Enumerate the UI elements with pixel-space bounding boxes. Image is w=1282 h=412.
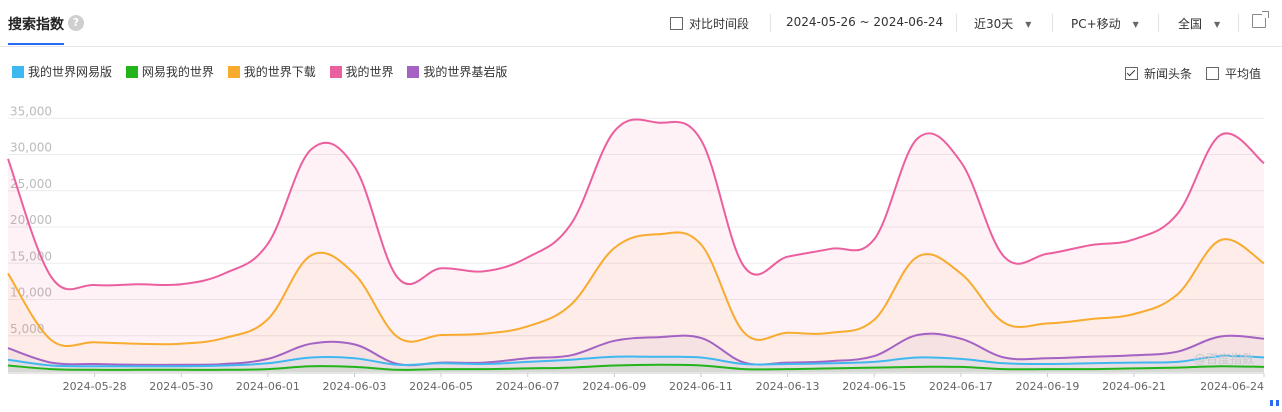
device-select[interactable]: PC+移动 ▼ — [1071, 15, 1139, 32]
external-link-icon[interactable] — [1252, 11, 1269, 28]
search-index-chart[interactable]: 5,00010,00015,00020,00025,00030,00035,00… — [0, 90, 1282, 412]
legend-item-series-0[interactable]: 我的世界网易版 — [12, 63, 112, 80]
legend-label: 网易我的世界 — [141, 65, 214, 79]
series-line-4 — [7, 332, 1265, 367]
x-tick-label: 2024-06-19 — [1015, 380, 1079, 393]
news-label: 新闻头条 — [1144, 67, 1193, 81]
x-tick-label: 2024-05-30 — [149, 380, 213, 393]
divider — [1238, 14, 1239, 32]
chart-legend: 我的世界网易版 网易我的世界 我的世界下载 我的世界 我的世界基岩版 — [12, 63, 517, 80]
divider — [956, 14, 957, 32]
y-tick-label: 25,000 — [10, 177, 52, 191]
legend-swatch — [12, 66, 24, 78]
region-select-label: 全国 — [1178, 17, 1203, 31]
chevron-down-icon: ▼ — [1214, 20, 1221, 29]
legend-label: 我的世界网易版 — [28, 65, 113, 79]
x-tick-label: 2024-06-07 — [496, 380, 560, 393]
x-tick-label: 2024-06-03 — [323, 380, 387, 393]
divider — [1052, 14, 1053, 32]
y-tick-label: 35,000 — [10, 104, 52, 118]
series-line-0 — [7, 354, 1265, 368]
watermark: @百度指数 — [1194, 352, 1255, 366]
compare-label: 对比时间段 — [689, 17, 750, 31]
legend-label: 我的世界 — [345, 65, 394, 79]
legend-label: 我的世界基岩版 — [423, 65, 508, 79]
date-range-picker[interactable]: 2024-05-26 ~ 2024-06-24 — [786, 15, 944, 29]
y-tick-label: 30,000 — [10, 141, 52, 155]
compare-period-toggle[interactable]: 对比时间段 — [670, 15, 749, 32]
news-toggle[interactable]: 新闻头条 — [1125, 65, 1192, 82]
x-tick-label: 2024-06-15 — [842, 380, 906, 393]
compare-checkbox[interactable] — [670, 17, 683, 30]
average-toggle[interactable]: 平均值 — [1206, 65, 1261, 82]
chevron-down-icon: ▼ — [1025, 20, 1032, 29]
top-bar: 搜索指数 ? 对比时间段 2024-05-26 ~ 2024-06-24 近30… — [0, 0, 1282, 47]
x-tick-label: 2024-06-17 — [929, 380, 993, 393]
divider — [770, 14, 771, 32]
x-tick-label: 2024-06-13 — [756, 380, 820, 393]
series-area-3 — [8, 119, 1264, 372]
legend-item-series-1[interactable]: 网易我的世界 — [125, 63, 214, 80]
scroll-handle — [1276, 400, 1279, 406]
x-tick-label: 2024-06-21 — [1102, 380, 1166, 393]
scroll-handle — [1270, 400, 1273, 406]
series-line-3 — [7, 118, 1265, 291]
series-area-0 — [8, 355, 1264, 372]
series-area-2 — [8, 232, 1264, 372]
average-checkbox[interactable] — [1206, 67, 1219, 80]
x-tick-label: 2024-06-09 — [582, 380, 646, 393]
legend-label: 我的世界下载 — [243, 65, 316, 79]
device-select-label: PC+移动 — [1071, 17, 1121, 31]
y-tick-label: 20,000 — [10, 213, 52, 227]
average-label: 平均值 — [1225, 67, 1262, 81]
legend-swatch — [125, 66, 138, 78]
legend-item-series-4[interactable]: 我的世界基岩版 — [407, 63, 507, 80]
news-checkbox[interactable] — [1125, 67, 1138, 80]
chevron-down-icon: ▼ — [1132, 20, 1139, 29]
x-tick-label: 2024-06-24 — [1200, 380, 1264, 393]
divider — [1158, 14, 1159, 32]
page-title: 搜索指数 — [8, 17, 64, 33]
legend-swatch — [407, 66, 420, 78]
period-select[interactable]: 近30天 ▼ — [974, 15, 1031, 32]
series-line-2 — [7, 231, 1265, 348]
x-tick-label: 2024-05-28 — [63, 380, 127, 393]
x-tick-label: 2024-06-01 — [236, 380, 300, 393]
legend-item-series-3[interactable]: 我的世界 — [329, 63, 394, 80]
series-line-1 — [7, 363, 1265, 371]
legend-item-series-2[interactable]: 我的世界下载 — [227, 63, 316, 80]
legend-swatch — [329, 66, 342, 78]
help-icon[interactable]: ? — [68, 15, 84, 31]
period-select-label: 近30天 — [974, 17, 1014, 31]
x-tick-label: 2024-06-11 — [669, 380, 733, 393]
region-select[interactable]: 全国 ▼ — [1178, 15, 1220, 32]
legend-swatch — [227, 66, 240, 78]
y-tick-label: 5,000 — [10, 322, 44, 336]
x-tick-label: 2024-06-05 — [409, 380, 473, 393]
title-underline — [8, 43, 64, 45]
